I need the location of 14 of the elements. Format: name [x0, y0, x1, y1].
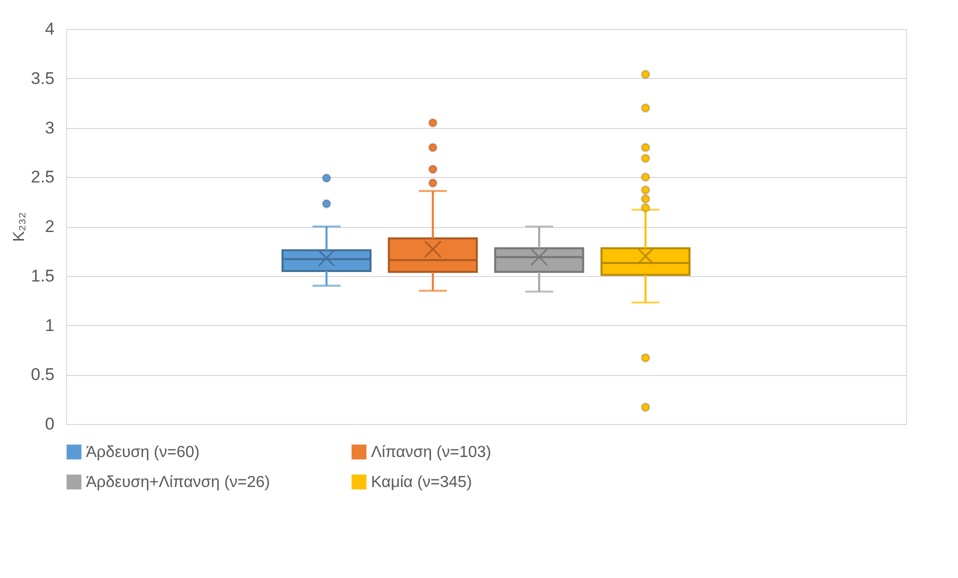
- legend-label: Καμία (ν=345): [371, 474, 472, 491]
- legend-label: Άρδευση+Λίπανση (ν=26): [86, 474, 270, 491]
- legend-label: Άρδευση (ν=60): [86, 444, 200, 461]
- y-tick-label: 3.5: [30, 68, 54, 88]
- y-tick-label: 0: [45, 414, 54, 434]
- y-tick-label: 4: [45, 20, 54, 38]
- y-tick-label: 2.5: [30, 168, 54, 187]
- y-tick-label: 1.5: [30, 266, 54, 286]
- y-tick-label: 1: [45, 316, 54, 335]
- y-tick-label: 0.5: [30, 365, 54, 384]
- y-tick-label: 3: [45, 118, 54, 138]
- legend-label: Λίπανση (ν=103): [371, 444, 492, 461]
- y-axis-title: K₂₃₂: [10, 212, 28, 242]
- y-tick-label: 2: [45, 217, 54, 236]
